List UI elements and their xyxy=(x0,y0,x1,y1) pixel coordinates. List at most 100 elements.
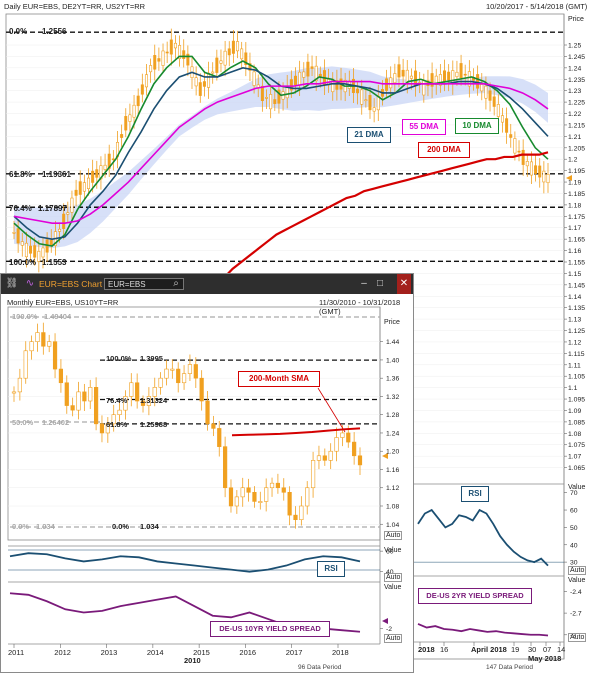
inset-price-auto[interactable]: Auto xyxy=(384,531,403,540)
maximize-button[interactable]: □ xyxy=(376,278,384,289)
main-y-tick-label: 1.2 xyxy=(568,157,578,164)
link-icon[interactable]: ⛓ xyxy=(5,278,19,289)
inset-candle-body xyxy=(152,387,157,397)
inset-candle-body xyxy=(246,487,251,493)
inset-candle-body xyxy=(94,387,99,425)
inset-y-tick-label: 1.40 xyxy=(386,357,399,364)
candle-body xyxy=(467,71,471,87)
main-y-tick-label: 1.085 xyxy=(568,419,585,426)
candle-body xyxy=(20,241,24,246)
inset-y-tick-label: 1.16 xyxy=(386,467,399,474)
candle-body xyxy=(173,42,177,49)
inset-candle-body xyxy=(64,382,69,406)
rsi-tick-label: 70 xyxy=(570,490,578,497)
inset-candle-body xyxy=(11,391,17,394)
inset-candle-body xyxy=(47,341,52,347)
inset-candle-body xyxy=(269,482,275,489)
inset-candle-body xyxy=(158,377,163,388)
inset-candle-body xyxy=(357,455,363,466)
inset-y-tick-label: 1.28 xyxy=(386,412,399,419)
inset-candle-body xyxy=(211,423,216,429)
candle-body xyxy=(525,161,529,167)
inset-candle-body xyxy=(275,482,280,489)
main-rsi-panel: 70 60 50 40 30 xyxy=(414,490,578,567)
minimize-button[interactable]: ‒ xyxy=(361,278,367,289)
candle-body xyxy=(252,71,256,86)
main-y-tick-label: 1.18 xyxy=(568,202,581,209)
candle-body xyxy=(194,77,198,87)
search-icon[interactable]: ⌕ xyxy=(173,278,179,289)
main-y-tick-label: 1.225 xyxy=(568,100,585,107)
candle-body xyxy=(74,189,78,196)
candle-body xyxy=(157,58,161,62)
inset-candle-body xyxy=(117,409,122,416)
main-y-tick-label: 1.245 xyxy=(568,54,585,61)
candle-body xyxy=(62,213,66,229)
dma10-label: 10 DMA xyxy=(455,118,499,134)
rsi-tick-label: 40 xyxy=(570,542,578,549)
candle-body xyxy=(169,39,173,55)
inset-spread-value-label: Value xyxy=(384,584,402,591)
inset-candle-body xyxy=(205,400,210,425)
inset-data-period: 96 Data Period xyxy=(298,664,342,671)
candle-body xyxy=(132,104,136,118)
spread-tick-label: -2.4 xyxy=(570,589,582,596)
candle-body xyxy=(178,45,182,59)
fib-764-pct: 76.4% xyxy=(9,204,32,213)
main-x-2018: 2018 xyxy=(418,645,435,654)
inset-rsi-tick-label: 60 xyxy=(386,549,394,556)
candle-body xyxy=(87,177,91,190)
main-y-tick-label: 1.13 xyxy=(568,317,581,324)
main-y-tick-label: 1.185 xyxy=(568,191,585,198)
inset-titlebar[interactable]: ⛓ ∿ EUR=EBS Chart EUR=EBS ⌕ ‒ □ ✕ xyxy=(1,274,413,294)
candle-body xyxy=(455,71,459,78)
inset-candle-body xyxy=(281,487,286,493)
inset-candle-body xyxy=(223,446,228,489)
candle-body xyxy=(153,55,157,70)
main-spread-auto[interactable]: Auto xyxy=(568,633,587,642)
inset-fib-100a-value: 1.49404 xyxy=(44,312,72,321)
inset-x-tick-label: 2018 xyxy=(332,648,349,657)
inset-x-tick-label: 2016 xyxy=(239,648,256,657)
main-rsi-auto[interactable]: Auto xyxy=(568,566,587,575)
inset-spread-auto[interactable]: Auto xyxy=(384,634,403,643)
candle-body xyxy=(202,81,206,87)
inset-candle-body xyxy=(70,405,75,411)
main-chart-title: Daily EUR=EBS, DE2YT=RR, US2YT=RR xyxy=(4,2,146,11)
inset-candle-body xyxy=(228,487,234,507)
main-rsi-label: RSI xyxy=(461,486,489,502)
inset-fib-0b-pct: 0.0% xyxy=(112,522,130,531)
inset-fib-0a-pct: 0.0% xyxy=(12,522,30,531)
main-y-tick-label: 1.12 xyxy=(568,339,581,346)
candle-body xyxy=(149,65,153,73)
symbol-input[interactable]: EUR=EBS xyxy=(104,278,184,290)
inset-x-2010: 2010 xyxy=(184,656,201,665)
candle-body xyxy=(120,134,124,138)
main-y-tick-label: 1.115 xyxy=(568,351,585,358)
inset-candle-body xyxy=(140,400,146,406)
fib-100-pct: 100.0% xyxy=(9,258,37,267)
candle-body xyxy=(58,228,62,232)
inset-rsi-auto[interactable]: Auto xyxy=(384,573,403,582)
spread-line xyxy=(417,623,549,637)
inset-y-tick-label: 1.08 xyxy=(386,504,399,511)
close-button[interactable]: ✕ xyxy=(397,274,411,294)
candle-body xyxy=(186,53,190,66)
main-y-tick-label: 1.145 xyxy=(568,282,585,289)
inset-candle-body xyxy=(35,332,40,342)
inset-candle-body xyxy=(287,492,292,516)
candle-body xyxy=(231,40,235,54)
candle-body xyxy=(24,242,28,258)
candle-body xyxy=(513,138,517,154)
inset-candle-body xyxy=(58,368,64,384)
inset-candle-body xyxy=(29,341,34,352)
inset-chart-window[interactable]: ⛓ ∿ EUR=EBS Chart EUR=EBS ⌕ ‒ □ ✕ Monthl… xyxy=(0,273,414,673)
candle-body xyxy=(29,245,33,254)
main-x-16: 16 xyxy=(440,645,449,654)
candle-body xyxy=(546,174,550,184)
fib-0-pct: 0.0% xyxy=(9,27,28,36)
inset-candle-body xyxy=(305,487,310,507)
main-moving-averages xyxy=(13,55,572,325)
inset-fib-618-pct: 61.8% xyxy=(106,420,128,429)
